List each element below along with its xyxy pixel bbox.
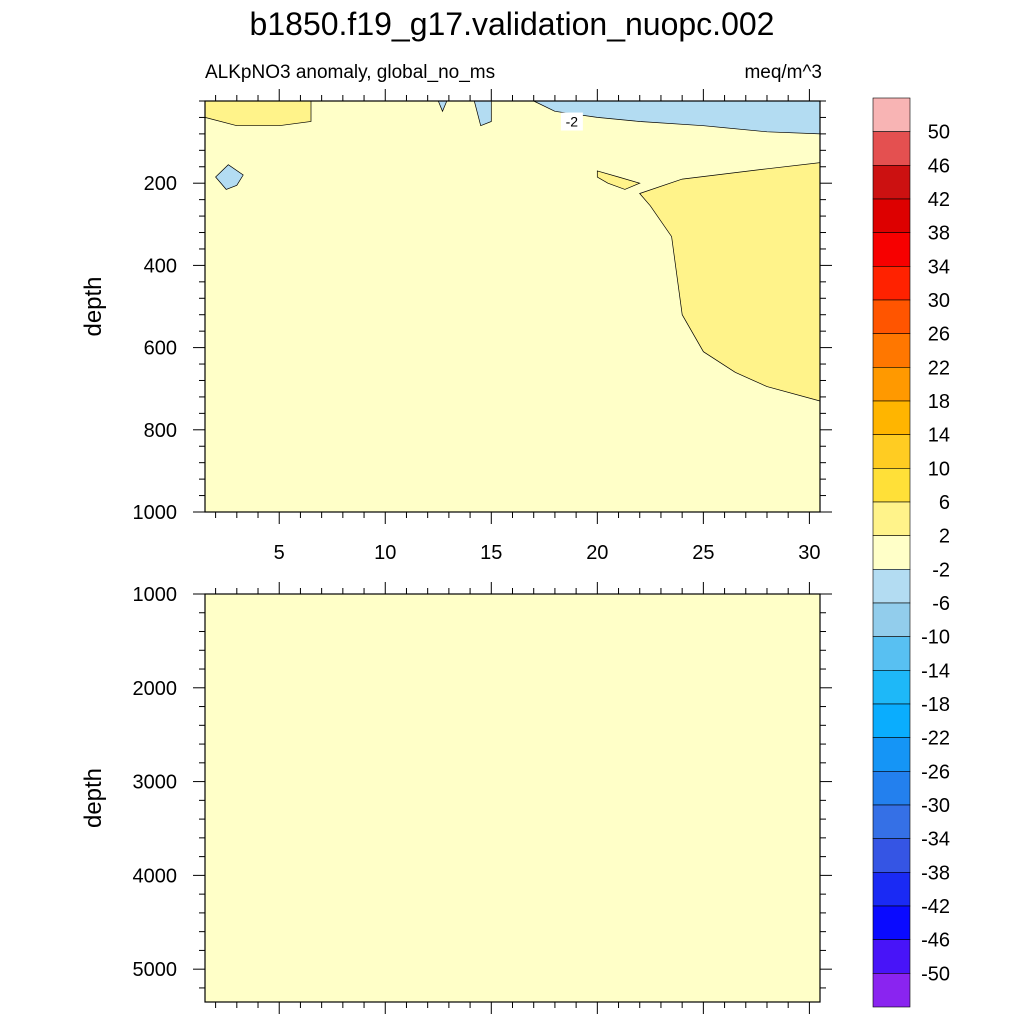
colorbar-label-0: 50	[928, 122, 950, 144]
colorbar-label-7: 22	[928, 357, 950, 379]
panel-lower-y-tick-label-4000: 4000	[133, 865, 178, 887]
colorbar-label-3: 38	[928, 223, 950, 245]
colorbar-swatch-12	[872, 501, 911, 536]
panel-upper-x-tick-label-10: 10	[374, 542, 396, 564]
panel-lower-y-tick-label-1000: 1000	[133, 584, 178, 606]
colorbar-label-12: 2	[939, 526, 950, 548]
colorbar-swatch-5	[872, 266, 911, 301]
panel-upper-x-tick-label-20: 20	[586, 542, 608, 564]
colorbar-swatch-10	[872, 434, 911, 469]
colorbar-swatch-15	[872, 602, 911, 637]
colorbar-swatch-24	[872, 905, 911, 940]
colorbar-label-9: 14	[928, 425, 950, 447]
colorbar-swatch-19	[872, 737, 911, 772]
colorbar-swatch-4	[872, 232, 911, 267]
chart-subtitle-units: meq/m^3	[744, 62, 822, 83]
colorbar-swatch-1	[872, 131, 911, 166]
colorbar-label-5: 30	[928, 290, 950, 312]
colorbar-swatch-2	[872, 165, 911, 200]
colorbar-swatch-22	[872, 838, 911, 873]
colorbar-swatch-11	[872, 468, 911, 503]
colorbar-swatch-18	[872, 703, 911, 738]
colorbar-swatch-26	[872, 973, 911, 1008]
panel-upper-y-tick-label-800: 800	[144, 420, 177, 442]
colorbar-label-16: -14	[921, 660, 950, 682]
panel-upper-y-tick-label-400: 400	[144, 255, 177, 277]
colorbar-swatch-20	[872, 771, 911, 806]
colorbar-label-25: -50	[921, 963, 950, 985]
colorbar-label-17: -18	[921, 694, 950, 716]
panel-upper-y-axis-label: depth	[80, 276, 107, 336]
colorbar-swatch-9	[872, 400, 911, 435]
panel-upper-x-tick-label-15: 15	[480, 542, 502, 564]
colorbar-swatch-14	[872, 569, 911, 604]
panel-upper-contour-region-4	[215, 164, 244, 190]
panel-upper-contour-label-0: -2	[566, 114, 579, 130]
colorbar-label-2: 42	[928, 189, 950, 211]
colorbar-label-22: -38	[921, 862, 950, 884]
panel-upper-y-tick-label-200: 200	[144, 173, 177, 195]
panel-upper-x-tick-label-30: 30	[798, 542, 820, 564]
colorbar-label-1: 46	[928, 155, 950, 177]
colorbar-label-13: -2	[932, 559, 950, 581]
panel-upper-y-tick-label-1000: 1000	[133, 502, 178, 524]
colorbar-label-10: 10	[928, 458, 950, 480]
colorbar-swatch-6	[872, 299, 911, 334]
panel-lower-y-axis-label: depth	[80, 768, 107, 828]
panel-upper-contour-region-6	[639, 162, 821, 402]
panel-lower-y-tick-label-5000: 5000	[133, 959, 178, 981]
colorbar-swatch-13	[872, 535, 911, 570]
colorbar-label-20: -30	[921, 795, 950, 817]
colorbar-label-6: 26	[928, 324, 950, 346]
panel-upper-x-tick-label-25: 25	[692, 542, 714, 564]
chart-title: b1850.f19_g17.validation_nuopc.002	[249, 6, 775, 42]
colorbar-swatch-7	[872, 333, 911, 368]
colorbar-swatch-25	[872, 939, 911, 974]
colorbar-swatch-23	[872, 872, 911, 907]
colorbar-swatch-8	[872, 367, 911, 402]
panel-upper-contour-region-5	[596, 170, 641, 190]
colorbar-label-24: -46	[921, 930, 950, 952]
panel-lower-y-tick-label-2000: 2000	[133, 678, 178, 700]
colorbar-swatch-21	[872, 804, 911, 839]
colorbar-label-18: -22	[921, 728, 950, 750]
colorbar-label-14: -6	[932, 593, 950, 615]
chart-subtitle-variable: ALKpNO3 anomaly, global_no_ms	[205, 62, 496, 83]
panel-upper-x-tick-label-5: 5	[274, 542, 285, 564]
colorbar-label-23: -42	[921, 896, 950, 918]
colorbar-swatch-17	[872, 670, 911, 705]
colorbar-swatch-3	[872, 198, 911, 233]
panel-lower-background-fill	[205, 594, 820, 1002]
colorbar-label-11: 6	[939, 492, 950, 514]
colorbar-label-4: 34	[928, 256, 950, 278]
colorbar-label-21: -34	[921, 829, 950, 851]
panel-upper-y-tick-label-600: 600	[144, 338, 177, 360]
panel-lower-y-tick-label-3000: 3000	[133, 772, 178, 794]
colorbar-label-19: -26	[921, 761, 950, 783]
colorbar-label-15: -10	[921, 627, 950, 649]
colorbar-label-8: 18	[928, 391, 950, 413]
panel-upper-contour-label-box-0	[560, 112, 583, 131]
colorbar-swatch-0	[872, 97, 911, 132]
colorbar-swatch-16	[872, 636, 911, 671]
